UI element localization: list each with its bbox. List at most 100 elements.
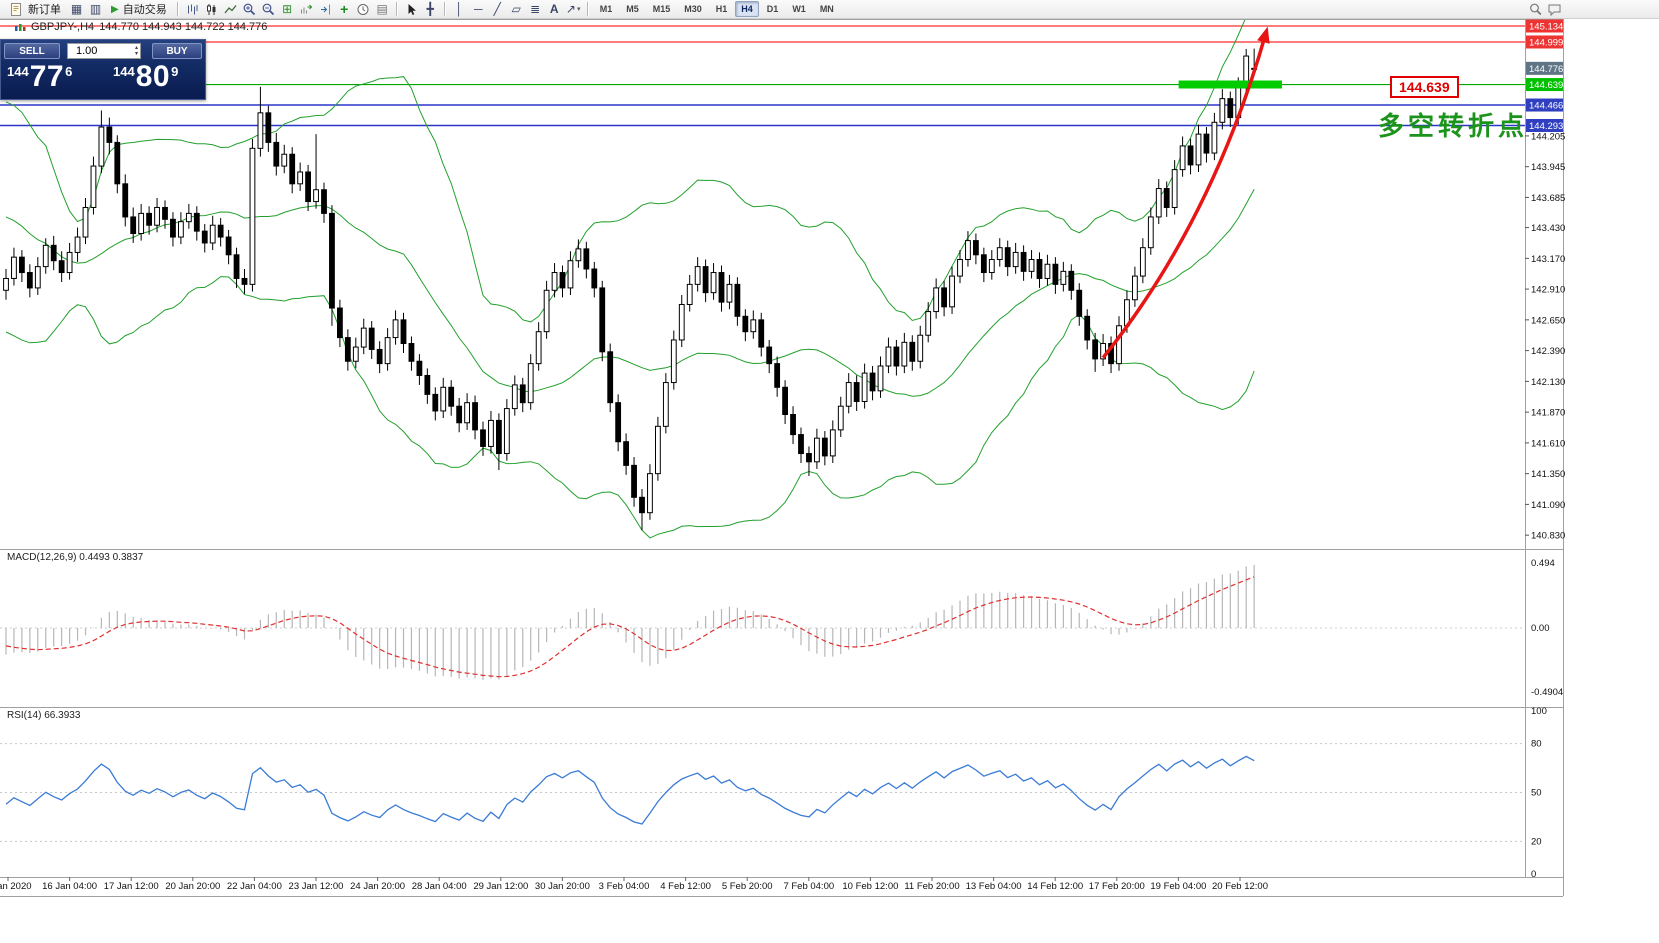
svg-text:80: 80	[1531, 739, 1542, 750]
trendline-tool-icon[interactable]: ╱	[493, 2, 501, 16]
timeframe-button-D1[interactable]: D1	[766, 4, 779, 14]
svg-text:144.999: 144.999	[1529, 37, 1563, 48]
buy-price-sup: 9	[171, 64, 179, 79]
shapes-tool-icon[interactable]: ↗ ▾	[565, 2, 581, 16]
sell-price-big: 77	[29, 60, 65, 93]
timeframe-button-H1[interactable]: H1	[715, 4, 728, 14]
chart-symbol-header: GBPJPY-,H4 144.770 144.943 144.722 144.7…	[14, 21, 267, 33]
bollinger-bands	[5, 20, 1255, 539]
svg-text:4 Feb 12:00: 4 Feb 12:00	[660, 881, 711, 892]
toolbar-separator	[395, 2, 398, 16]
svg-text:20 Feb 12:00: 20 Feb 12:00	[1212, 881, 1268, 892]
svg-text:7 Feb 04:00: 7 Feb 04:00	[783, 881, 834, 892]
timeframe-button-MN[interactable]: MN	[819, 4, 834, 14]
svg-text:20 Jan 20:00: 20 Jan 20:00	[165, 881, 220, 892]
svg-text:141.870: 141.870	[1531, 408, 1565, 419]
svg-text:28 Jan 04:00: 28 Jan 04:00	[412, 881, 467, 892]
toolbar-separator	[586, 2, 589, 16]
play-icon: ▶	[111, 3, 119, 15]
channel-tool-icon[interactable]: ▱	[511, 2, 521, 16]
svg-text:14 Feb 12:00: 14 Feb 12:00	[1027, 881, 1083, 892]
main-toolbar: 新订单 ▦ ▥ ▶ 自动交易 ⊞ + ▤ ╋ │ ─ ╱ ▱ ≣ A ↗ ▾ M1…	[0, 0, 1659, 19]
new-order-button[interactable]: 新订单	[3, 1, 67, 18]
market-watch-icon[interactable]: ▦	[70, 2, 83, 16]
horizontal-line-tool-icon[interactable]: ─	[473, 2, 483, 16]
zoom-out-icon[interactable]	[259, 1, 278, 18]
volume-spinner: ▴ ▾	[135, 45, 138, 57]
volume-input[interactable]	[68, 45, 124, 57]
templates-icon[interactable]: ▤	[376, 2, 388, 16]
sell-price-sup: 6	[65, 64, 73, 79]
auto-trading-label: 自动交易	[122, 4, 167, 16]
macd-signal-line	[5, 576, 1255, 678]
bar-chart-type-icon[interactable]	[183, 1, 202, 18]
candlestick-chart-type-icon[interactable]	[202, 1, 221, 18]
svg-text:20: 20	[1531, 836, 1542, 847]
volume-down-button[interactable]: ▾	[134, 51, 138, 57]
svg-text:23 Jan 12:00: 23 Jan 12:00	[289, 881, 344, 892]
ohlc-values: 144.770 144.943 144.722 144.776	[99, 21, 268, 33]
svg-text:4 Jan 2020: 4 Jan 2020	[0, 881, 32, 892]
horizontal-level-lines[interactable]	[0, 25, 1525, 127]
timeframe-button-M30[interactable]: M30	[684, 4, 702, 14]
timeframe-button-W1[interactable]: W1	[792, 4, 806, 14]
toolbar-separator	[176, 2, 179, 16]
candlesticks	[3, 48, 1258, 531]
timeframe-button-H4[interactable]: H4	[735, 1, 759, 17]
timeframe-button-M5[interactable]: M5	[626, 4, 639, 14]
svg-text:142.130: 142.130	[1531, 377, 1565, 388]
volume-up-button[interactable]: ▴	[134, 45, 138, 51]
svg-text:0.494: 0.494	[1531, 558, 1555, 569]
svg-text:0.00: 0.00	[1531, 623, 1550, 634]
sell-price[interactable]: 144 77 6	[7, 62, 72, 92]
svg-text:144.205: 144.205	[1531, 131, 1565, 142]
buy-button[interactable]: BUY	[152, 43, 202, 59]
timeframe-button-M1[interactable]: M1	[599, 4, 613, 14]
new-order-label: 新订单	[28, 4, 61, 16]
timeframe-button-M15[interactable]: M15	[652, 4, 671, 14]
svg-text:3 Feb 04:00: 3 Feb 04:00	[599, 881, 650, 892]
svg-text:5 Feb 20:00: 5 Feb 20:00	[722, 881, 773, 892]
svg-text:22 Jan 04:00: 22 Jan 04:00	[227, 881, 282, 892]
svg-text:11 Feb 20:00: 11 Feb 20:00	[904, 881, 959, 892]
vertical-line-tool-icon[interactable]: │	[455, 2, 463, 16]
svg-text:144.776: 144.776	[1529, 64, 1563, 75]
chart-mini-icon	[15, 23, 26, 31]
panel-separators[interactable]	[0, 19, 1564, 897]
svg-text:144.293: 144.293	[1529, 121, 1563, 132]
buy-price-big: 80	[135, 60, 171, 93]
svg-text:141.350: 141.350	[1531, 469, 1565, 480]
svg-text:17 Jan 12:00: 17 Jan 12:00	[104, 881, 159, 892]
tile-windows-icon[interactable]: ⊞	[282, 2, 293, 16]
sell-price-main: 144	[7, 64, 29, 79]
cursor-icon[interactable]	[402, 1, 421, 18]
svg-text:141.090: 141.090	[1531, 500, 1565, 511]
price-annotation-box[interactable]: 144.639	[1390, 76, 1459, 98]
auto-trading-button[interactable]: ▶ 自动交易	[105, 1, 173, 18]
svg-text:100: 100	[1531, 706, 1547, 717]
indicators-add-icon[interactable]: +	[340, 1, 349, 17]
svg-text:143.430: 143.430	[1531, 223, 1565, 234]
zoom-in-icon[interactable]	[240, 1, 259, 18]
crosshair-icon[interactable]: ╋	[426, 2, 434, 16]
auto-scroll-icon[interactable]	[297, 1, 316, 18]
chat-icon[interactable]	[1545, 1, 1564, 18]
line-chart-type-icon[interactable]	[221, 1, 240, 18]
search-icon[interactable]	[1526, 1, 1545, 18]
trend-arrow-line[interactable]	[1101, 31, 1268, 359]
text-tool-icon[interactable]: A	[549, 2, 559, 16]
data-window-icon[interactable]: ▥	[89, 2, 102, 16]
svg-text:10 Feb 12:00: 10 Feb 12:00	[842, 881, 898, 892]
macd-indicator-label: MACD(12,26,9) 0.4493 0.3837	[7, 552, 144, 563]
periods-clock-icon[interactable]	[354, 1, 373, 18]
chart-shift-icon[interactable]	[316, 1, 335, 18]
trend-arrow-head[interactable]	[1257, 26, 1270, 44]
buy-price[interactable]: 144 80 9	[113, 62, 178, 92]
turning-point-note[interactable]: 多空转折点	[1378, 111, 1529, 141]
fibonacci-tool-icon[interactable]: ≣	[530, 2, 541, 16]
sell-button[interactable]: SELL	[4, 43, 60, 59]
volume-box: ▴ ▾	[67, 43, 141, 59]
